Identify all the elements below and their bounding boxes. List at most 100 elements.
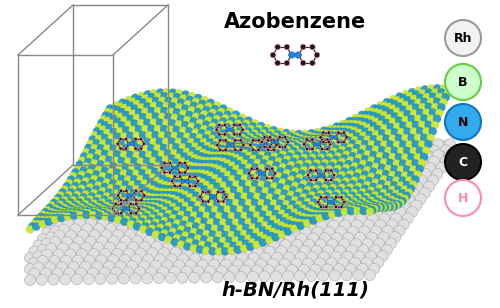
Circle shape [340,154,348,162]
Circle shape [290,186,300,197]
Circle shape [446,85,454,93]
Circle shape [104,208,112,216]
Circle shape [146,217,154,225]
Circle shape [89,211,97,219]
Circle shape [414,134,422,142]
Circle shape [377,204,385,211]
Circle shape [200,181,211,192]
Circle shape [214,183,222,191]
Circle shape [284,228,292,236]
Circle shape [236,169,244,177]
Circle shape [412,170,422,181]
Circle shape [364,107,372,116]
Circle shape [123,179,134,190]
Circle shape [302,167,313,178]
Circle shape [360,145,368,153]
Circle shape [172,126,180,134]
Circle shape [362,148,372,159]
Circle shape [42,249,52,260]
Circle shape [222,229,232,240]
Circle shape [116,207,124,215]
Circle shape [89,208,97,216]
Circle shape [336,149,344,157]
Circle shape [341,205,349,213]
Circle shape [375,203,383,211]
Circle shape [257,122,265,130]
Circle shape [420,147,431,158]
Circle shape [395,153,403,161]
Circle shape [363,209,374,220]
Circle shape [282,223,290,231]
Circle shape [218,123,221,127]
Circle shape [285,214,296,225]
Circle shape [422,127,430,135]
Circle shape [194,228,205,239]
Circle shape [334,234,345,245]
Circle shape [433,139,444,150]
Circle shape [196,191,207,202]
Circle shape [394,96,402,104]
Circle shape [237,165,248,176]
Circle shape [338,228,349,239]
Circle shape [115,239,126,250]
Circle shape [41,208,49,216]
Circle shape [194,124,202,132]
Circle shape [214,160,222,168]
Circle shape [228,175,236,183]
Circle shape [296,174,304,182]
Circle shape [266,186,277,197]
Circle shape [166,160,174,168]
Circle shape [230,217,241,228]
Circle shape [272,149,280,157]
Circle shape [332,156,340,164]
Circle shape [320,127,328,135]
Circle shape [318,251,330,262]
Circle shape [226,204,237,215]
Circle shape [181,180,184,183]
Circle shape [144,202,152,210]
Circle shape [386,216,396,227]
Circle shape [135,220,143,228]
Circle shape [62,209,70,217]
Circle shape [148,207,159,218]
Circle shape [362,203,370,211]
Circle shape [84,173,92,181]
Circle shape [376,135,384,143]
Circle shape [140,189,143,192]
Circle shape [255,236,263,244]
Circle shape [172,171,180,179]
Circle shape [104,129,112,137]
Circle shape [134,137,138,141]
Circle shape [164,165,172,173]
Circle shape [278,189,289,201]
Circle shape [216,243,228,254]
Circle shape [382,196,390,204]
Circle shape [220,237,232,248]
Circle shape [79,206,87,214]
Circle shape [154,243,166,254]
Circle shape [114,200,124,211]
Circle shape [192,186,203,197]
Circle shape [302,143,306,146]
Circle shape [122,245,134,256]
Circle shape [254,209,265,220]
Circle shape [241,159,249,167]
Circle shape [431,103,439,111]
Circle shape [208,247,216,255]
Circle shape [140,99,147,107]
Circle shape [28,257,40,268]
Circle shape [344,174,352,182]
Circle shape [323,181,331,189]
Circle shape [210,222,222,233]
Circle shape [412,181,422,192]
Circle shape [214,154,222,162]
Circle shape [180,186,188,194]
Circle shape [144,235,154,246]
Circle shape [109,193,117,201]
Circle shape [410,147,418,155]
Circle shape [130,273,141,284]
Circle shape [58,205,66,213]
Circle shape [178,155,189,166]
Circle shape [371,200,379,208]
Circle shape [257,132,265,140]
